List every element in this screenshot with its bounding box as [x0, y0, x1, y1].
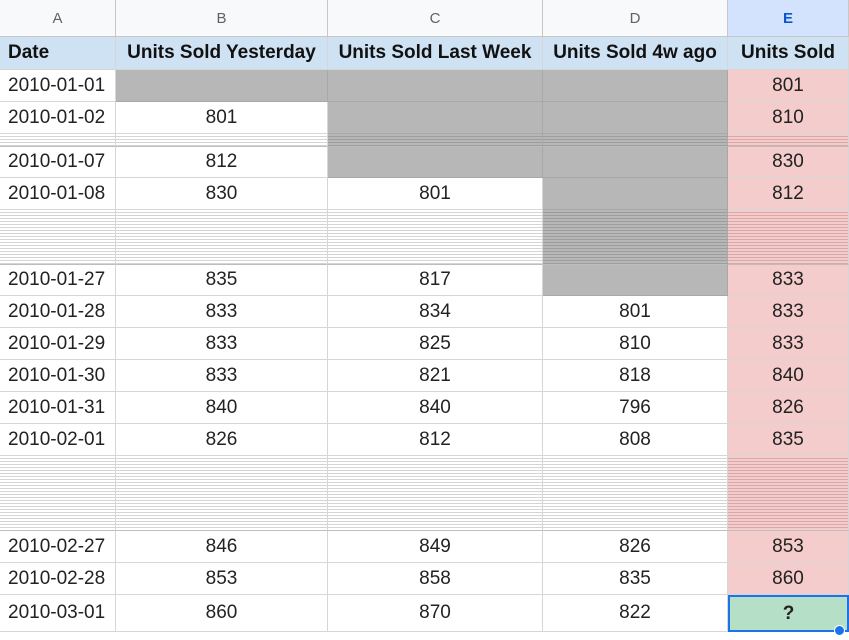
data-cell[interactable]: 810: [728, 102, 849, 134]
hidden-rows-cell[interactable]: [543, 134, 728, 147]
hidden-rows-cell[interactable]: [0, 134, 116, 147]
data-cell[interactable]: [543, 70, 728, 102]
data-cell[interactable]: 810: [543, 328, 728, 360]
hidden-rows-cell[interactable]: [543, 456, 728, 531]
data-cell[interactable]: 801: [328, 178, 543, 210]
data-cell[interactable]: 858: [328, 563, 543, 595]
data-cell[interactable]: 826: [116, 424, 328, 456]
data-cell[interactable]: [543, 178, 728, 210]
data-cell[interactable]: 834: [328, 296, 543, 328]
data-cell[interactable]: 833: [728, 328, 849, 360]
data-cell[interactable]: 853: [728, 531, 849, 563]
data-cell[interactable]: 2010-03-01: [0, 595, 116, 632]
column-header-b[interactable]: B: [116, 0, 328, 37]
hidden-rows-cell[interactable]: [116, 210, 328, 265]
hidden-rows-cell[interactable]: [116, 456, 328, 531]
data-cell[interactable]: 853: [116, 563, 328, 595]
header-cell[interactable]: Units Sold: [728, 37, 849, 70]
data-cell[interactable]: 833: [116, 360, 328, 392]
data-cell[interactable]: 801: [728, 70, 849, 102]
data-cell[interactable]: 2010-02-27: [0, 531, 116, 563]
data-cell[interactable]: 812: [728, 178, 849, 210]
data-cell[interactable]: 2010-01-28: [0, 296, 116, 328]
data-cell[interactable]: 840: [728, 360, 849, 392]
data-cell[interactable]: 849: [328, 531, 543, 563]
data-cell[interactable]: 833: [728, 296, 849, 328]
data-cell[interactable]: 833: [116, 328, 328, 360]
data-cell[interactable]: [543, 102, 728, 134]
data-cell[interactable]: 2010-01-27: [0, 265, 116, 296]
data-cell[interactable]: 812: [116, 147, 328, 178]
data-cell[interactable]: 2010-01-29: [0, 328, 116, 360]
data-cell[interactable]: 826: [543, 531, 728, 563]
header-cell[interactable]: Units Sold Yesterday: [116, 37, 328, 70]
hidden-rows-cell[interactable]: [0, 456, 116, 531]
data-cell[interactable]: 808: [543, 424, 728, 456]
data-cell[interactable]: 840: [116, 392, 328, 424]
column-header-e[interactable]: E: [728, 0, 849, 37]
data-cell[interactable]: 822: [543, 595, 728, 632]
data-cell[interactable]: [328, 70, 543, 102]
data-cell[interactable]: [328, 102, 543, 134]
data-cell[interactable]: 2010-02-28: [0, 563, 116, 595]
hidden-rows-cell[interactable]: [328, 134, 543, 147]
active-cell[interactable]: ?: [728, 595, 849, 632]
data-cell[interactable]: 2010-02-01: [0, 424, 116, 456]
column-header-a[interactable]: A: [0, 0, 116, 37]
data-cell[interactable]: 860: [728, 563, 849, 595]
data-cell[interactable]: 830: [728, 147, 849, 178]
column-header-d[interactable]: D: [543, 0, 728, 37]
data-cell[interactable]: 833: [116, 296, 328, 328]
data-cell[interactable]: [328, 147, 543, 178]
header-cell[interactable]: Units Sold 4w ago: [543, 37, 728, 70]
hidden-rows-cell[interactable]: [0, 210, 116, 265]
data-cell[interactable]: 835: [116, 265, 328, 296]
hidden-rows-cell[interactable]: [328, 456, 543, 531]
data-cell[interactable]: 825: [328, 328, 543, 360]
data-cell[interactable]: 2010-01-30: [0, 360, 116, 392]
data-cell[interactable]: 835: [728, 424, 849, 456]
data-cell[interactable]: 833: [728, 265, 849, 296]
data-cell[interactable]: [543, 147, 728, 178]
data-cell[interactable]: 817: [328, 265, 543, 296]
data-cell[interactable]: 2010-01-08: [0, 178, 116, 210]
data-cell[interactable]: 818: [543, 360, 728, 392]
fill-handle[interactable]: [834, 625, 845, 636]
data-cell[interactable]: 796: [543, 392, 728, 424]
hidden-rows-cell[interactable]: [116, 134, 328, 147]
data-cell[interactable]: 2010-01-31: [0, 392, 116, 424]
data-cell[interactable]: 860: [116, 595, 328, 632]
data-cell[interactable]: 830: [116, 178, 328, 210]
data-cell[interactable]: 801: [116, 102, 328, 134]
hidden-rows-cell[interactable]: [728, 134, 849, 147]
data-cell[interactable]: 870: [328, 595, 543, 632]
data-cell[interactable]: 2010-01-02: [0, 102, 116, 134]
data-cell[interactable]: 826: [728, 392, 849, 424]
data-cell[interactable]: [543, 265, 728, 296]
data-cell[interactable]: 835: [543, 563, 728, 595]
data-cell[interactable]: 2010-01-07: [0, 147, 116, 178]
hidden-rows-cell[interactable]: [728, 456, 849, 531]
hidden-rows-cell[interactable]: [728, 210, 849, 265]
data-cell[interactable]: 812: [328, 424, 543, 456]
data-cell[interactable]: 801: [543, 296, 728, 328]
data-cell[interactable]: 840: [328, 392, 543, 424]
header-cell[interactable]: Date: [0, 37, 116, 70]
data-cell[interactable]: 821: [328, 360, 543, 392]
hidden-rows-cell[interactable]: [543, 210, 728, 265]
hidden-rows-cell[interactable]: [328, 210, 543, 265]
data-cell[interactable]: 2010-01-01: [0, 70, 116, 102]
column-header-c[interactable]: C: [328, 0, 543, 37]
data-cell[interactable]: 846: [116, 531, 328, 563]
data-cell[interactable]: [116, 70, 328, 102]
header-cell[interactable]: Units Sold Last Week: [328, 37, 543, 70]
